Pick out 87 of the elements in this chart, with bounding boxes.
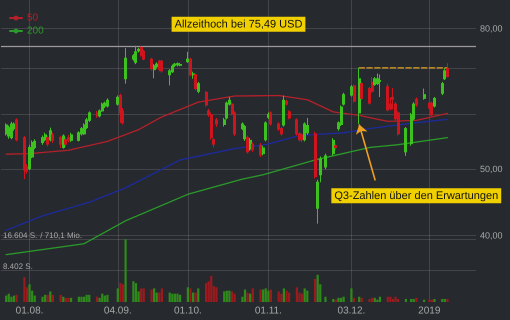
candlestick <box>358 67 361 124</box>
candlestick <box>124 48 127 84</box>
candlestick <box>62 134 65 150</box>
candlestick <box>168 68 171 86</box>
x-tick-label: 01.08. <box>16 306 44 316</box>
legend-label: 50 <box>27 12 39 24</box>
candlestick <box>176 62 179 68</box>
candlestick <box>7 124 10 140</box>
candlestick <box>103 101 106 108</box>
candlestick <box>415 96 418 108</box>
candlestick <box>23 136 26 180</box>
candlestick <box>160 59 163 74</box>
x-tick-label: 03.12. <box>338 306 366 316</box>
annotation: Q3-Zahlen über den Erwartungen <box>334 190 498 202</box>
candlestick <box>10 121 13 140</box>
candlestick <box>41 134 44 146</box>
candlestick <box>430 101 433 117</box>
candlestick <box>360 81 363 101</box>
candlestick <box>142 49 145 61</box>
candlestick <box>314 131 317 179</box>
candlestick <box>51 132 54 144</box>
candlestick <box>153 64 156 79</box>
candlestick <box>288 110 291 120</box>
y-tick-label: 40,00 <box>480 230 503 240</box>
y2-tick-label: 16.604 S. <box>3 230 38 240</box>
candlestick <box>423 88 426 100</box>
candlestick <box>342 92 345 106</box>
candlestick <box>332 138 335 156</box>
candlestick <box>197 81 200 94</box>
candlestick <box>64 137 67 148</box>
candlestick <box>433 96 436 108</box>
line-series <box>6 94 448 155</box>
candlestick <box>46 134 49 147</box>
candlestick <box>285 99 288 106</box>
candlestick <box>269 110 272 126</box>
legend-label: 200 <box>27 26 44 36</box>
candlestick <box>77 130 80 142</box>
candlestick <box>116 95 119 106</box>
candlestick <box>106 98 109 108</box>
ref-line-label: Allzeithoch bei 75,49 USD <box>174 18 302 30</box>
candlestick <box>373 76 376 86</box>
candlestick <box>49 127 52 142</box>
y-tick-label: 80,00 <box>480 23 503 34</box>
candlestick <box>386 83 389 112</box>
x-tick-label: 01.11. <box>254 306 282 316</box>
x-tick-label: 01.10. <box>174 306 202 316</box>
candlestick <box>70 132 73 142</box>
candlestick <box>259 142 262 158</box>
candlestick <box>194 72 197 91</box>
x-tick-label: 04.09. <box>104 306 132 316</box>
candlestick <box>264 120 267 142</box>
annotation: / 710,1 Mio. <box>40 231 82 240</box>
candlestick <box>189 57 192 77</box>
candlestick <box>404 126 407 156</box>
candlestick <box>150 57 153 71</box>
candlestick <box>15 118 18 142</box>
candlestick <box>441 81 444 96</box>
candlestick <box>134 45 137 65</box>
candlestick <box>192 71 195 80</box>
candlestick <box>353 84 356 104</box>
candlestick <box>186 51 189 64</box>
candlestick <box>378 74 381 98</box>
candlestick <box>251 142 254 152</box>
candlestick <box>28 144 31 170</box>
candlestick <box>446 62 449 78</box>
candlestick <box>215 117 218 128</box>
candlestick <box>280 126 283 136</box>
candlestick <box>303 122 306 142</box>
candlestick <box>340 105 343 127</box>
y-tick-label: 50,00 <box>480 164 503 174</box>
y2-tick-label: 8.402 S. <box>3 262 33 271</box>
candlestick <box>205 90 208 107</box>
candlestick <box>443 68 446 81</box>
candlestick <box>67 134 70 143</box>
candlestick <box>44 132 47 142</box>
candlestick <box>59 136 62 149</box>
candlestick <box>262 145 265 156</box>
x-tick-label: 2019 <box>418 306 441 316</box>
candlestick <box>282 95 285 128</box>
candlestick <box>334 144 337 150</box>
candlestick <box>277 122 280 132</box>
candlestick <box>350 84 353 97</box>
candlestick <box>324 153 327 170</box>
candlestick <box>179 62 182 67</box>
candlestick <box>119 93 122 124</box>
candlestick <box>246 134 249 154</box>
candlestick <box>243 124 246 142</box>
